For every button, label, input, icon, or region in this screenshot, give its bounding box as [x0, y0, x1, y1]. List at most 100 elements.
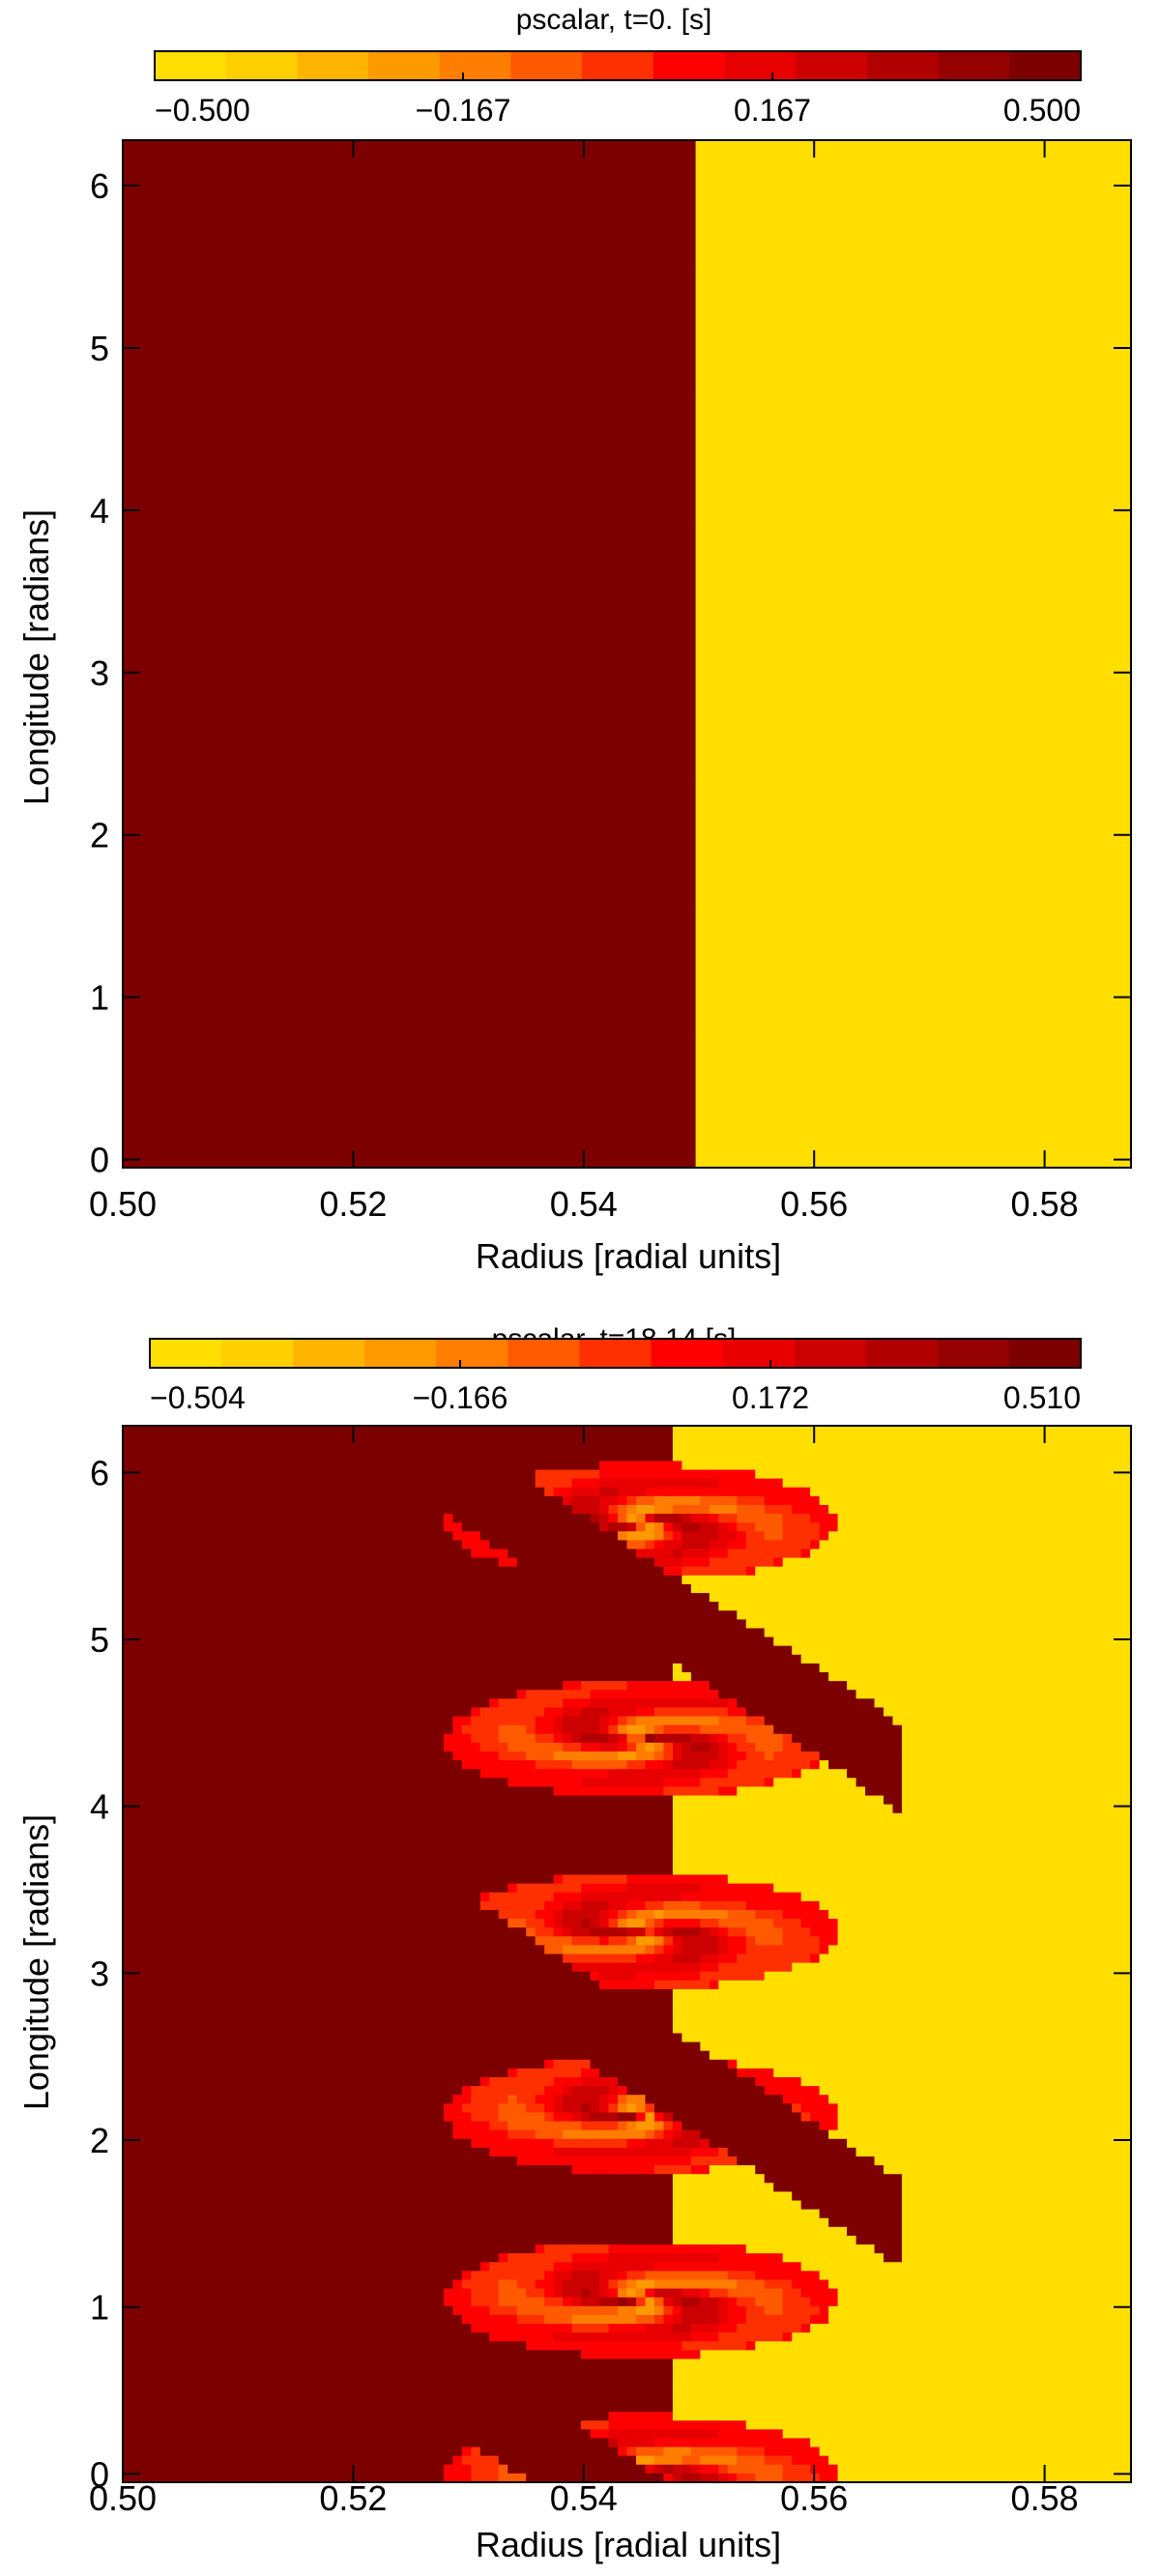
heatmap-cell	[1071, 782, 1076, 911]
heatmap-cell	[476, 782, 480, 911]
heatmap-cell	[508, 1470, 517, 1480]
heatmap-cell	[352, 1039, 357, 1168]
heatmap-cell	[1062, 140, 1067, 269]
heatmap-cell	[902, 1039, 907, 1168]
heatmap-cell	[297, 1672, 306, 1682]
heatmap-cell	[425, 1452, 435, 1462]
heatmap-cell	[888, 911, 893, 1039]
heatmap-cell	[966, 1452, 975, 1462]
heatmap-cell	[591, 1540, 600, 1549]
heatmap-cell	[347, 911, 352, 1039]
heatmap-cell	[362, 1672, 371, 1682]
heatmap-cell	[994, 654, 999, 783]
heatmap-cell	[544, 1479, 554, 1489]
heatmap-cell	[1021, 1664, 1030, 1673]
heatmap-cell	[911, 397, 915, 526]
heatmap-cell	[865, 654, 870, 783]
heatmap-cell	[178, 1637, 188, 1647]
heatmap-cell	[297, 1619, 306, 1629]
heatmap-cell	[315, 1576, 325, 1585]
heatmap-cell	[1081, 140, 1086, 269]
heatmap-cell	[223, 1039, 228, 1168]
heatmap-cell	[1067, 269, 1072, 397]
heatmap-cell	[452, 1522, 462, 1532]
heatmap-cell	[773, 911, 778, 1039]
heatmap-cell	[325, 397, 330, 526]
heatmap-cell	[315, 1628, 325, 1637]
heatmap-cell	[842, 269, 847, 397]
heatmap-cell	[591, 1584, 600, 1594]
heatmap-cell	[975, 1452, 985, 1462]
heatmap-cell	[920, 1488, 930, 1497]
heatmap-cell	[902, 911, 907, 1039]
heatmap-cell	[480, 1637, 490, 1647]
heatmap-cell	[164, 140, 169, 269]
heatmap-cell	[444, 1672, 453, 1682]
heatmap-cell	[223, 1461, 233, 1470]
heatmap-cell	[306, 1549, 316, 1559]
heatmap-cell	[517, 1610, 527, 1620]
heatmap-cell	[536, 1461, 545, 1470]
heatmap-cell	[389, 1602, 398, 1611]
heatmap-cell	[187, 1505, 196, 1515]
heatmap-cell	[1049, 1655, 1058, 1664]
heatmap-cell	[233, 1655, 243, 1664]
heatmap-cell	[911, 1593, 920, 1603]
heatmap-cell	[260, 1593, 270, 1603]
heatmap-cell	[654, 1593, 664, 1603]
heatmap-cell	[984, 1470, 994, 1480]
heatmap-cell	[425, 1584, 435, 1594]
heatmap-cell	[847, 654, 852, 783]
heatmap-cell	[352, 1470, 362, 1480]
heatmap-cell	[178, 1549, 188, 1559]
heatmap-cell	[773, 1452, 783, 1462]
heatmap-cell	[1058, 269, 1062, 397]
heatmap-cell	[325, 1522, 334, 1532]
heatmap-cell	[471, 1540, 480, 1549]
heatmap-cell	[820, 1531, 829, 1541]
heatmap-cell	[654, 911, 659, 1039]
heatmap-cell	[947, 1664, 957, 1673]
heatmap-cell	[544, 1488, 554, 1497]
heatmap-cell	[325, 1619, 334, 1629]
heatmap-cell	[260, 1461, 270, 1470]
heatmap-cell	[668, 269, 673, 397]
heatmap-cell	[283, 654, 288, 783]
heatmap-cell	[618, 140, 623, 269]
heatmap-cell	[1030, 1576, 1040, 1585]
heatmap-cell	[233, 1576, 243, 1585]
heatmap-cell	[847, 526, 852, 654]
heatmap-cell	[489, 1505, 499, 1515]
heatmap-cell	[599, 1443, 609, 1453]
heatmap-cell	[1067, 1558, 1077, 1568]
heatmap-cell	[389, 1531, 398, 1541]
heatmap-cell	[783, 1434, 793, 1444]
heatmap-cell	[444, 1505, 453, 1515]
heatmap-cell	[636, 1558, 646, 1568]
heatmap-cell	[375, 654, 380, 783]
heatmap-cell	[746, 1619, 756, 1629]
heatmap-cell	[242, 1452, 251, 1462]
heatmap-cell	[623, 397, 627, 526]
heatmap-cell	[325, 1514, 334, 1523]
heatmap-cell	[915, 782, 920, 911]
heatmap-cell	[897, 140, 902, 269]
heatmap-cell	[1076, 782, 1081, 911]
heatmap-cell	[636, 1549, 646, 1559]
heatmap-cell	[975, 1558, 985, 1568]
heatmap-cell	[416, 1488, 425, 1497]
heatmap-cell	[828, 1505, 838, 1515]
heatmap-cell	[856, 654, 861, 783]
heatmap-cell	[856, 1461, 866, 1470]
heatmap-cell	[503, 140, 508, 269]
heatmap-cell	[260, 1531, 270, 1541]
heatmap-cell	[325, 1470, 334, 1480]
heatmap-cell	[673, 1039, 678, 1168]
heatmap-cell	[310, 782, 315, 911]
heatmap-cell	[838, 1558, 848, 1568]
heatmap-cell	[884, 1584, 893, 1594]
heatmap-cell	[223, 1593, 233, 1603]
heatmap-cell	[929, 269, 934, 397]
heatmap-cell	[489, 1514, 499, 1523]
heatmap-cell	[778, 269, 783, 397]
